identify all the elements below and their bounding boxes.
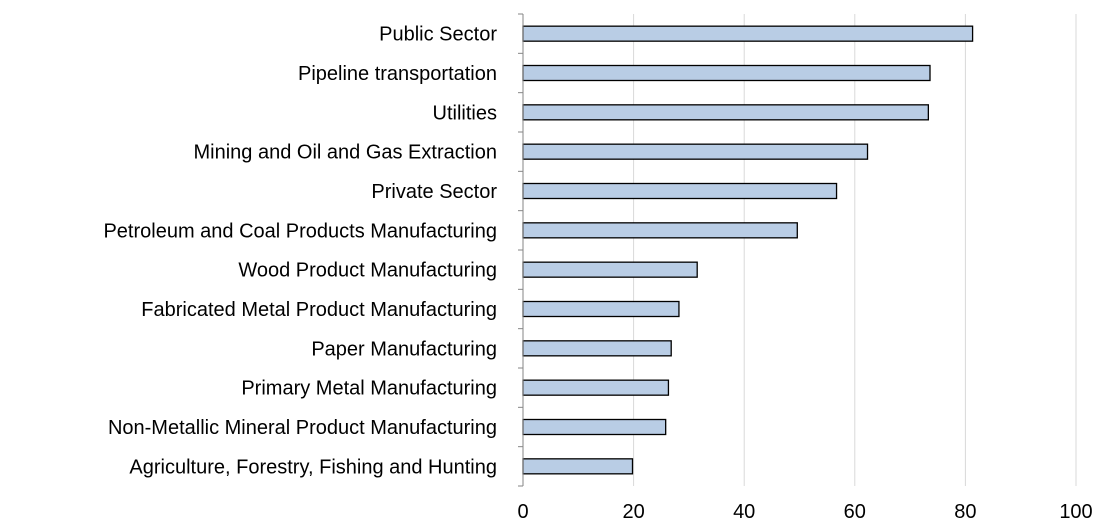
bar	[522, 104, 929, 121]
bar	[522, 418, 667, 436]
gridlines	[633, 14, 1077, 486]
tick-labels: 0 20 40 60 80 100	[517, 501, 1092, 523]
bar	[522, 458, 634, 475]
category-label: Public Sector	[379, 24, 497, 46]
bar	[522, 379, 670, 396]
bar	[522, 261, 698, 278]
bar	[522, 25, 974, 42]
category-label: Primary Metal Manufacturing	[241, 378, 497, 400]
bar	[522, 143, 869, 160]
category-label: Paper Manufacturing	[311, 338, 497, 360]
x-tick-label: 40	[733, 501, 755, 523]
x-tick-label: 80	[954, 501, 976, 523]
bar	[522, 222, 798, 239]
category-label: Mining and Oil and Gas Extraction	[194, 142, 498, 164]
bar	[522, 340, 672, 357]
bars	[522, 25, 974, 475]
x-tick-label: 100	[1059, 501, 1092, 523]
category-label: Utilities	[433, 102, 497, 124]
x-tick-label: 20	[622, 501, 644, 523]
category-label: Private Sector	[371, 181, 497, 203]
x-tick-label: 60	[844, 501, 866, 523]
category-label: Pipeline transportation	[298, 63, 497, 85]
category-label: Wood Product Manufacturing	[238, 260, 497, 282]
category-label: Non-Metallic Mineral Product Manufacturi…	[108, 417, 497, 439]
axes	[518, 13, 524, 487]
category-label: Fabricated Metal Product Manufacturing	[141, 299, 497, 321]
category-labels: Public Sector Pipeline transportation Util…	[103, 24, 497, 479]
bar	[522, 182, 838, 200]
bar	[522, 300, 680, 318]
x-tick-label: 0	[517, 501, 528, 523]
bar	[522, 64, 931, 82]
category-label: Agriculture, Forestry, Fishing and Hunti…	[129, 456, 497, 478]
category-label: Petroleum and Coal Products Manufacturin…	[103, 220, 497, 242]
